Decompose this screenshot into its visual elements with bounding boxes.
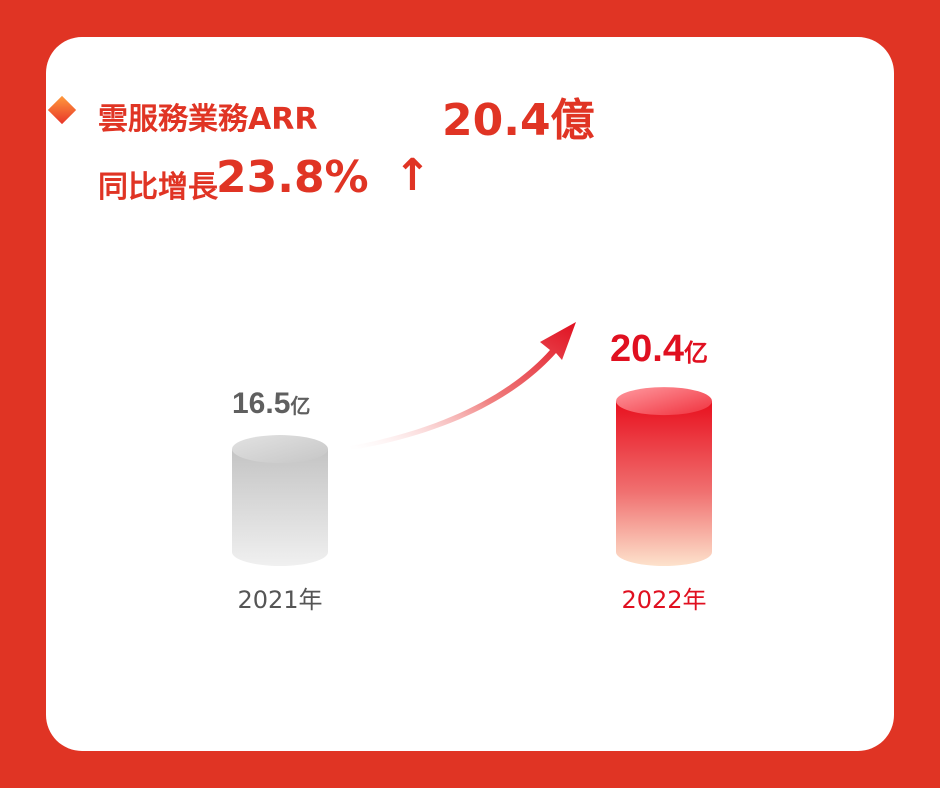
bar-2021-body xyxy=(232,449,328,566)
bar-2021-top xyxy=(232,435,328,464)
data-label-2022: 20.4亿 xyxy=(610,328,708,370)
growth-label: 同比增長 xyxy=(98,170,218,205)
bar-2022-top xyxy=(616,387,712,416)
growth-value: 23.8% xyxy=(216,152,369,203)
data-label-2021-number: 16.5 xyxy=(232,387,290,420)
data-label-2022-unit: 亿 xyxy=(684,339,708,367)
content-card xyxy=(46,37,894,751)
category-label-2021: 2021年 xyxy=(237,586,322,614)
arr-label: 雲服務業務ARR xyxy=(98,102,318,137)
data-label-2022-number: 20.4 xyxy=(610,328,684,370)
data-label-2021-unit: 亿 xyxy=(290,394,310,418)
bar-2021 xyxy=(232,435,328,566)
data-label-2021: 16.5亿 xyxy=(232,387,310,420)
bar-2022-body xyxy=(616,401,712,566)
category-label-2022: 2022年 xyxy=(621,586,706,614)
arr-value: 20.4億 xyxy=(442,95,595,146)
growth-trend-arrow-icon xyxy=(350,322,576,450)
up-arrow-icon: ↑ xyxy=(394,150,431,201)
bar-2022 xyxy=(616,387,712,566)
